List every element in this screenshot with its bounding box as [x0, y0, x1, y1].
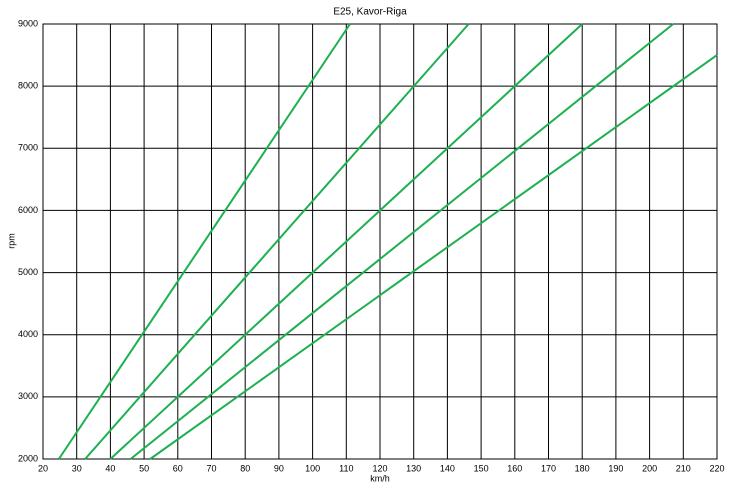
series-line [129, 23, 674, 460]
x-tick-label: 180 [575, 463, 590, 473]
y-tick-label: 8000 [18, 81, 38, 91]
x-tick-label: 80 [240, 463, 250, 473]
y-tick-label: 7000 [18, 143, 38, 153]
x-tick-label: 40 [105, 463, 115, 473]
y-tick-label: 9000 [18, 18, 38, 28]
x-tick-label: 150 [474, 463, 489, 473]
x-tick-label: 200 [642, 463, 657, 473]
x-tick-label: 30 [72, 463, 82, 473]
x-tick-label: 70 [206, 463, 216, 473]
series-line [149, 54, 718, 460]
x-tick-label: 90 [274, 463, 284, 473]
y-tick-label: 5000 [18, 267, 38, 277]
y-tick-label: 2000 [18, 453, 38, 463]
x-tick-label: 140 [440, 463, 455, 473]
y-tick-label: 3000 [18, 391, 38, 401]
x-tick-label: 130 [406, 463, 421, 473]
x-tick-label: 20 [38, 463, 48, 473]
y-axis-label: rpm [6, 233, 16, 249]
series-line [109, 23, 583, 460]
x-tick-label: 110 [339, 463, 353, 473]
chart-title: E25, Kavor-Riga [333, 7, 407, 18]
y-tick-label: 6000 [18, 205, 38, 215]
x-tick-label: 170 [541, 463, 556, 473]
series-line [84, 23, 470, 460]
x-tick-label: 50 [139, 463, 149, 473]
series-line [58, 23, 351, 460]
x-tick-label: 220 [709, 463, 724, 473]
x-tick-label: 210 [676, 463, 691, 473]
x-tick-label: 120 [372, 463, 387, 473]
x-tick-label: 190 [608, 463, 623, 473]
x-tick-label: 160 [507, 463, 522, 473]
x-tick-label: 100 [305, 463, 320, 473]
y-tick-label: 4000 [18, 329, 38, 339]
x-tick-label: 60 [173, 463, 183, 473]
x-axis-label: km/h [370, 473, 390, 483]
